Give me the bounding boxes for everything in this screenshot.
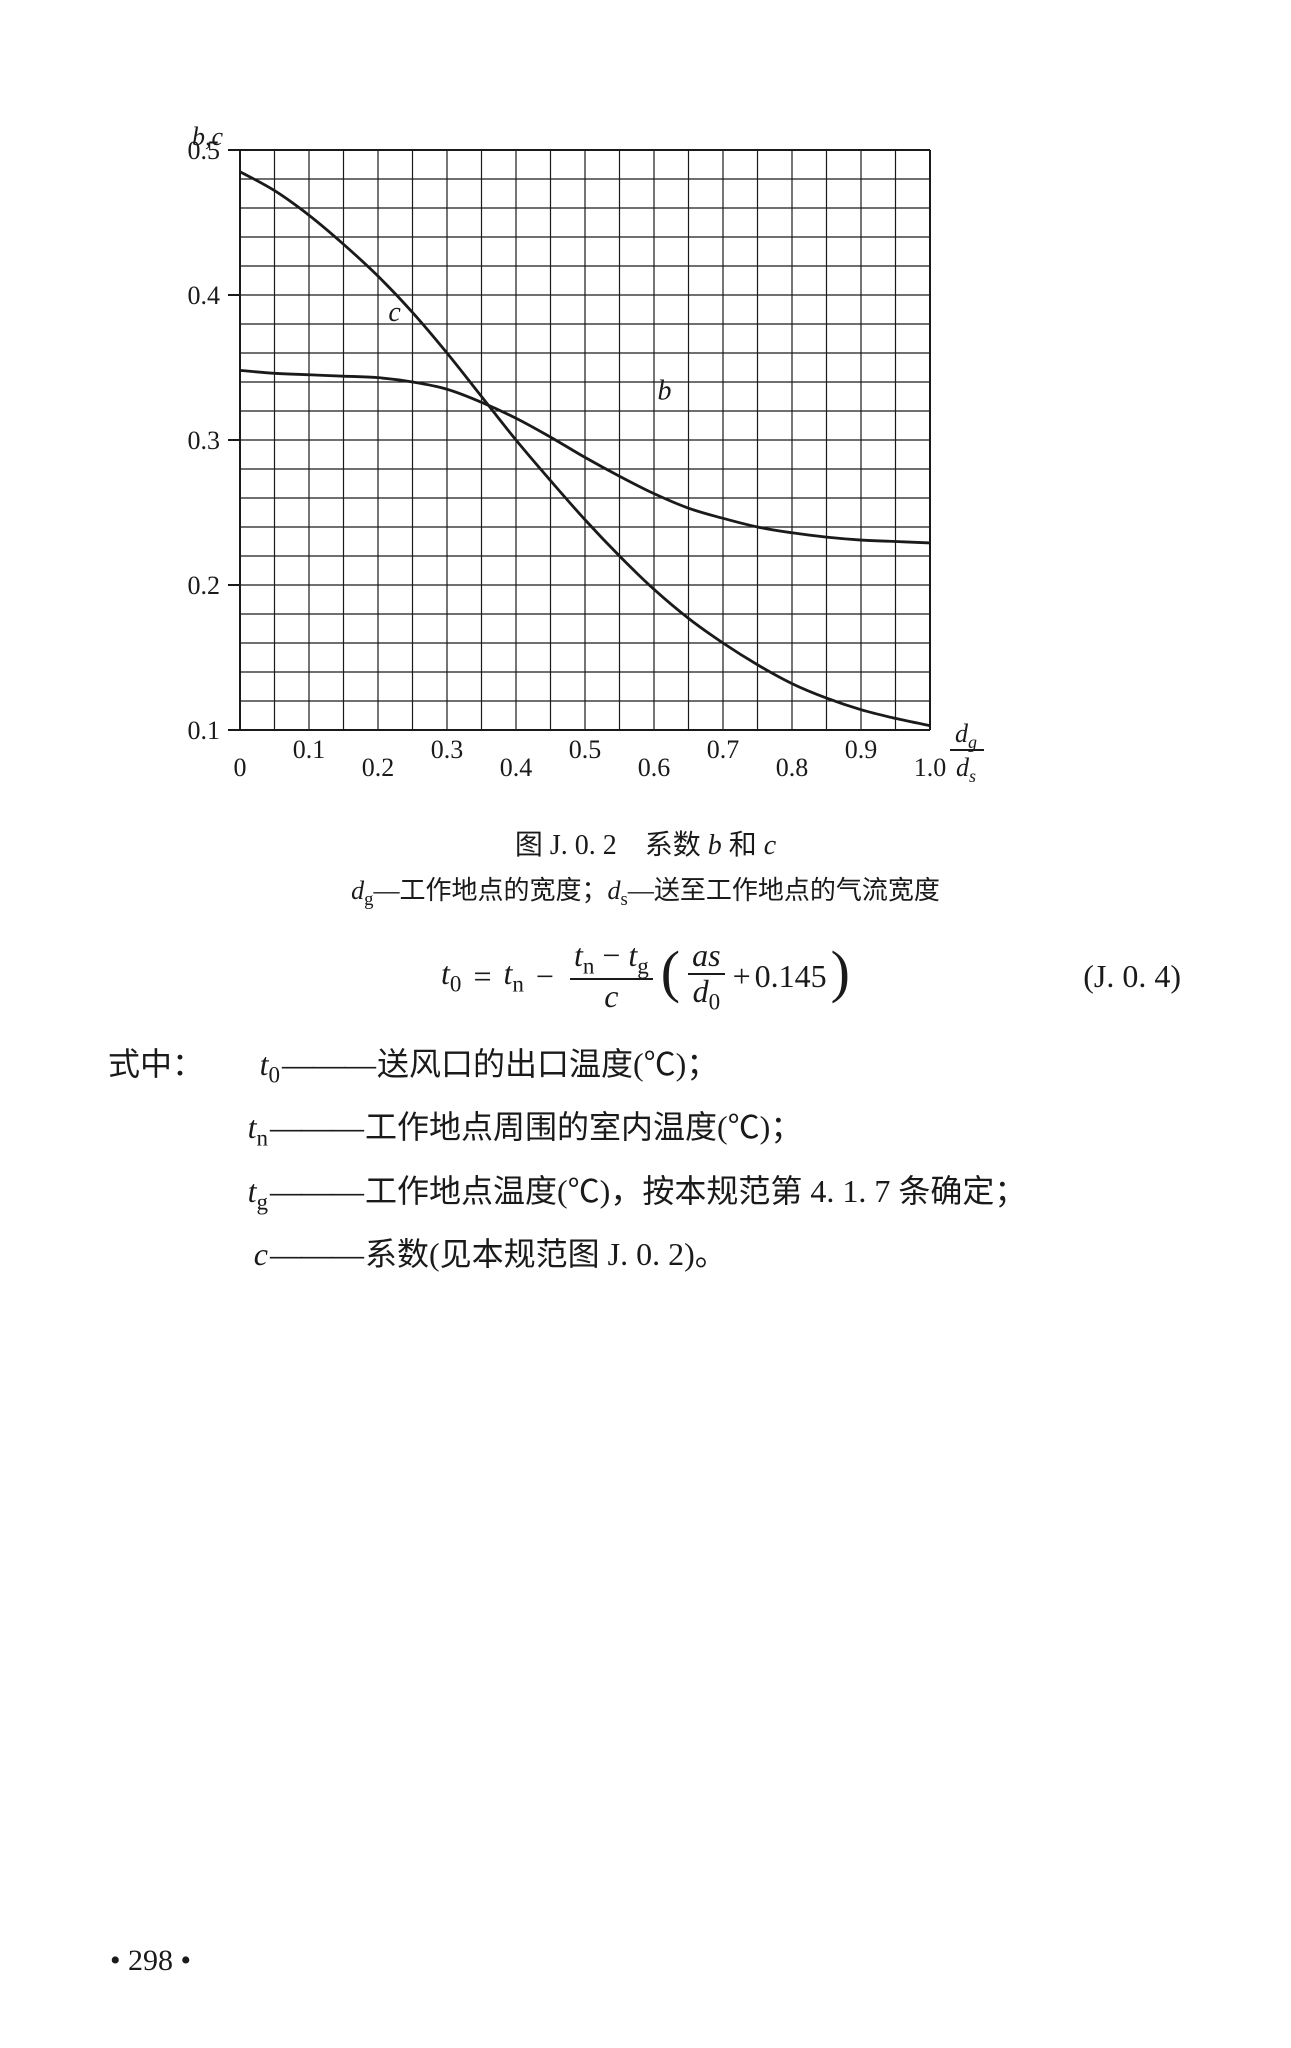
svg-text:0.3: 0.3: [188, 426, 221, 455]
definition-text: 工作地点周围的室内温度(℃)；: [365, 1097, 802, 1158]
svg-text:0.9: 0.9: [845, 735, 878, 764]
definition-row: tn ——— 工作地点周围的室内温度(℃)；: [196, 1097, 1191, 1160]
equation-row: t0 = tn − tn − tg c ( as d0 + 0.145 ) (J…: [100, 936, 1191, 1016]
caption-rest: 系数 b 和 c: [645, 830, 776, 861]
svg-text:dg: dg: [955, 719, 977, 752]
svg-text:b: b: [657, 375, 671, 406]
caption-sub: dg—工作地点的宽度；ds—送至工作地点的气流宽度: [100, 871, 1191, 914]
page-number: • 298 •: [110, 1944, 191, 1978]
svg-text:0.3: 0.3: [431, 735, 464, 764]
caption-prefix: 图 J. 0. 2: [515, 830, 617, 861]
equation-number: (J. 0. 4): [1083, 958, 1181, 995]
definition-text: 送风口的出口温度(℃)；: [377, 1034, 718, 1095]
line-chart: 0.1 0.2 0.3 0.4 0.5 0 0.1 0.2 0.3 0.4 0.5 0.6 0.7 0.8…: [170, 140, 1191, 795]
svg-text:ds: ds: [956, 753, 976, 786]
svg-text:0.6: 0.6: [638, 753, 671, 782]
definition-text: 工作地点温度(℃)，按本规范第 4. 1. 7 条确定；: [365, 1161, 1026, 1222]
svg-text:c: c: [388, 297, 401, 328]
svg-text:0.1: 0.1: [293, 735, 326, 764]
svg-text:0.4: 0.4: [188, 281, 221, 310]
svg-text:0.5: 0.5: [188, 140, 221, 165]
x-axis-label: dgds: [950, 719, 984, 786]
svg-text:0.4: 0.4: [500, 753, 533, 782]
equation: t0 = tn − tn − tg c ( as d0 + 0.145 ): [441, 939, 850, 1013]
chart-container: b,c 0.10.20.30.40.500.10.20.30.40.50.60.…: [170, 140, 1191, 795]
svg-text:0.2: 0.2: [362, 753, 395, 782]
svg-text:0: 0: [234, 753, 247, 782]
definitions: 式中： t0 ——— 送风口的出口温度(℃)； tn ——— 工作地点周围的室内…: [108, 1034, 1191, 1284]
definition-row: c ——— 系数(见本规范图 J. 0. 2)。: [196, 1224, 1191, 1285]
svg-text:0.2: 0.2: [188, 571, 221, 600]
chart-svg: 0.1 0.2 0.3 0.4 0.5 0 0.1 0.2 0.3 0.4 0.5 0.6 0.7 0.8…: [170, 140, 1010, 790]
definition-row: 式中： t0 ——— 送风口的出口温度(℃)；: [108, 1034, 1191, 1097]
figure-caption: 图 J. 0. 2 系数 b 和 c dg—工作地点的宽度；ds—送至工作地点的…: [100, 825, 1191, 914]
definition-text: 系数(见本规范图 J. 0. 2)。: [365, 1224, 727, 1285]
svg-text:0.7: 0.7: [707, 735, 740, 764]
svg-text:0.1: 0.1: [188, 716, 221, 745]
svg-text:0.5: 0.5: [569, 735, 602, 764]
svg-text:1.0: 1.0: [914, 753, 947, 782]
definition-row: tg ——— 工作地点温度(℃)，按本规范第 4. 1. 7 条确定；: [196, 1161, 1191, 1224]
svg-text:0.8: 0.8: [776, 753, 809, 782]
